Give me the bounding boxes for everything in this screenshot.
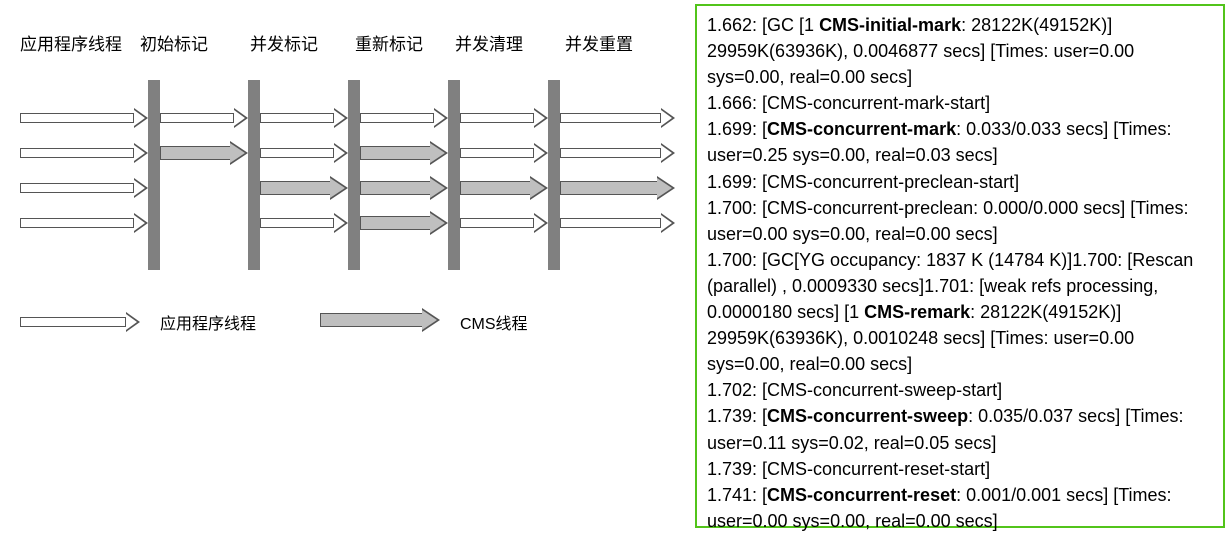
- log-phase-name: CMS-initial-mark: [819, 15, 961, 35]
- legend: 应用程序线程 CMS线程: [20, 310, 670, 350]
- cms-thread-arrow: [460, 180, 548, 196]
- log-text: 1.700: [CMS-concurrent-preclean: 0.000/0…: [707, 198, 1189, 244]
- app-thread-arrow: [460, 110, 548, 126]
- app-thread-arrow: [260, 215, 348, 231]
- log-phase-name: CMS-concurrent-mark: [767, 119, 956, 139]
- log-phase-name: CMS-remark: [864, 302, 970, 322]
- cms-thread-arrow: [360, 145, 448, 161]
- app-thread-arrow: [160, 110, 248, 126]
- phase-bar: [548, 80, 560, 270]
- log-text: 1.666: [CMS-concurrent-mark-start]: [707, 93, 990, 113]
- log-phase-name: CMS-concurrent-reset: [767, 485, 956, 505]
- phase-label: 并发重置: [565, 30, 633, 55]
- log-text: 1.699: [: [707, 119, 767, 139]
- app-thread-arrow: [460, 215, 548, 231]
- legend-arrow-app: [20, 312, 140, 332]
- phase-label: 并发清理: [455, 30, 523, 55]
- app-thread-arrow: [20, 145, 148, 161]
- cms-thread-arrow: [160, 145, 248, 161]
- app-thread-arrow: [20, 215, 148, 231]
- app-thread-arrow: [260, 110, 348, 126]
- phase-bar: [348, 80, 360, 270]
- phase-bar: [148, 80, 160, 270]
- legend-arrow-cms: [320, 312, 440, 332]
- cms-phase-diagram: 应用程序线程初始标记并发标记重新标记并发清理并发重置 应用程序线程 CMS线程: [0, 0, 690, 532]
- bars-arrows: [0, 80, 690, 280]
- phase-bar: [248, 80, 260, 270]
- app-thread-arrow: [560, 110, 675, 126]
- legend-cms-label: CMS线程: [460, 310, 528, 334]
- cms-thread-arrow: [260, 180, 348, 196]
- log-text: 1.702: [CMS-concurrent-sweep-start]: [707, 380, 1002, 400]
- cms-thread-arrow: [360, 215, 448, 231]
- app-thread-arrow: [20, 110, 148, 126]
- app-thread-arrow: [360, 110, 448, 126]
- phase-label: 应用程序线程: [20, 30, 122, 55]
- log-text: 1.739: [: [707, 406, 767, 426]
- phase-label: 重新标记: [355, 30, 423, 55]
- gc-log-box: 1.662: [GC [1 CMS-initial-mark: 28122K(4…: [695, 4, 1225, 528]
- app-thread-arrow: [260, 145, 348, 161]
- app-thread-arrow: [560, 215, 675, 231]
- phase-bar: [448, 80, 460, 270]
- cms-thread-arrow: [360, 180, 448, 196]
- log-phase-name: CMS-concurrent-sweep: [767, 406, 968, 426]
- log-text: 1.741: [: [707, 485, 767, 505]
- log-text: 1.662: [GC [1: [707, 15, 819, 35]
- log-text: 1.699: [CMS-concurrent-preclean-start]: [707, 172, 1019, 192]
- log-text: 1.739: [CMS-concurrent-reset-start]: [707, 459, 990, 479]
- phase-label: 并发标记: [250, 30, 318, 55]
- app-thread-arrow: [560, 145, 675, 161]
- app-thread-arrow: [460, 145, 548, 161]
- app-thread-arrow: [20, 180, 148, 196]
- cms-thread-arrow: [560, 180, 675, 196]
- phase-label: 初始标记: [140, 30, 208, 55]
- legend-app-label: 应用程序线程: [160, 310, 256, 334]
